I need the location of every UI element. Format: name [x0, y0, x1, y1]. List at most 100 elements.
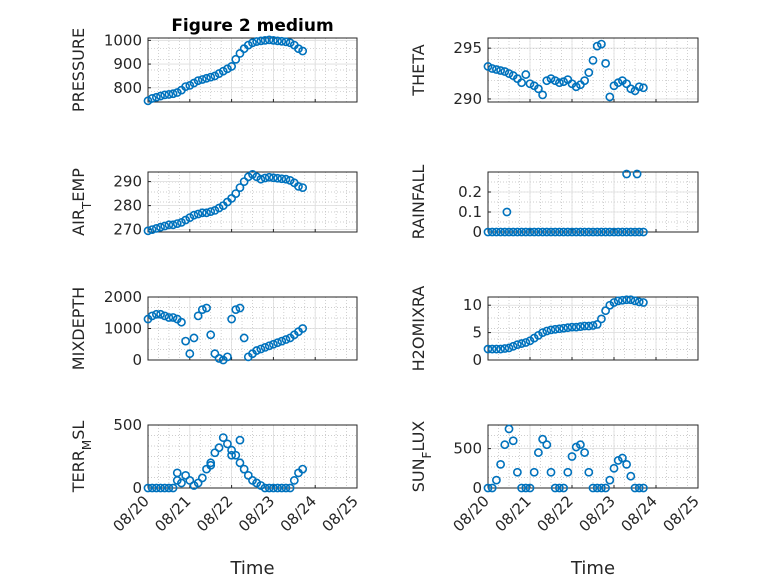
x-tick-label: 08/25: [319, 492, 362, 535]
data-point: [181, 336, 191, 346]
data-point: [588, 483, 598, 493]
y-tick-label: 280: [113, 197, 142, 215]
subplot-4: 0 1000 2000 MIXDEPTH: [69, 287, 358, 370]
data-point: [605, 92, 615, 102]
data-point: [143, 483, 153, 493]
data-point: [504, 69, 514, 78]
data-point: [147, 483, 157, 493]
axes-box: [147, 171, 358, 233]
data-point: [151, 483, 161, 493]
data-point: [227, 445, 236, 455]
data-point: [248, 38, 257, 48]
data-point: [502, 207, 512, 217]
data-point: [264, 172, 274, 182]
data-point: [256, 344, 266, 354]
data-point: [592, 483, 602, 493]
data-point: [185, 476, 195, 485]
data-point: [218, 433, 228, 442]
data-point: [496, 459, 505, 469]
data-point: [491, 344, 501, 354]
data-point: [521, 338, 531, 347]
data-point: [168, 313, 178, 322]
data-point: [156, 91, 165, 101]
y-axis-label: PRESSURE: [69, 28, 88, 112]
data-point: [164, 90, 174, 99]
data-point: [277, 483, 287, 493]
data-point: [622, 79, 631, 89]
data-point: [164, 313, 174, 322]
data-point: [210, 448, 220, 458]
data-point: [504, 343, 514, 353]
data-point: [580, 76, 589, 86]
data-point: [597, 483, 606, 493]
data-point: [193, 311, 203, 321]
data-point: [580, 227, 589, 237]
data-point: [487, 483, 497, 493]
data-point: [618, 453, 627, 463]
data-point: [559, 483, 568, 493]
data-point: [281, 174, 291, 184]
data-point: [508, 436, 518, 446]
data-point: [147, 311, 157, 321]
data-point: [500, 344, 510, 353]
data-point: [268, 173, 278, 183]
y-tick-label: 500: [113, 416, 142, 434]
data-point: [197, 473, 207, 483]
x-axis-label: Time: [229, 558, 274, 579]
subplot-2: 270 280 290 AIRTEMP: [69, 168, 358, 239]
data-point: [496, 227, 505, 237]
data-point: [160, 483, 170, 493]
y-axis-label: AIRTEMP: [69, 168, 94, 236]
data-point: [264, 483, 274, 493]
data-point: [571, 322, 581, 332]
data-point: [500, 67, 510, 76]
data-point: [252, 37, 262, 46]
data-point: [285, 483, 295, 493]
data-point: [227, 314, 236, 324]
data-point: [550, 483, 560, 493]
data-point: [277, 174, 287, 184]
data-point: [517, 78, 526, 88]
y-tick-label: 5: [472, 324, 482, 342]
data-point: [168, 483, 178, 493]
data-point: [542, 326, 552, 336]
axes-box: [147, 37, 358, 103]
y-tick-label: 10: [463, 296, 482, 314]
data-point: [206, 72, 216, 82]
data-point: [630, 483, 640, 493]
data-point: [156, 483, 165, 493]
data-point: [525, 227, 535, 237]
data-point: [206, 207, 216, 216]
axes-box: [487, 296, 699, 361]
data-point: [622, 169, 631, 179]
y-tick-label: 0: [132, 479, 142, 497]
subplot-0: 800 900 1000 PRESSURE Figure 2 medium: [69, 16, 358, 112]
x-tick-label: 08/24: [618, 492, 661, 535]
data-point: [584, 321, 594, 331]
data-point: [534, 448, 543, 457]
data-point: [156, 222, 165, 232]
data-point: [525, 483, 535, 493]
data-point: [592, 41, 602, 51]
data-point: [555, 324, 564, 334]
data-point: [214, 443, 224, 453]
data-point: [546, 467, 556, 477]
data-point: [597, 39, 606, 49]
x-tick-label: 08/21: [492, 492, 535, 535]
data-point: [483, 344, 493, 354]
y-tick-label: 0: [472, 223, 482, 241]
data-point: [264, 35, 274, 45]
data-point: [273, 338, 282, 348]
data-point: [571, 82, 581, 92]
data-point: [601, 227, 610, 237]
data-point: [584, 68, 594, 77]
data-point: [588, 227, 598, 237]
y-axis-label: RAINFALL: [409, 165, 428, 240]
y-tick-label: 0.2: [458, 183, 482, 201]
data-point: [517, 483, 526, 493]
data-point: [172, 476, 182, 485]
data-point: [281, 37, 291, 47]
data-point: [206, 330, 216, 340]
data-point: [613, 296, 623, 306]
x-tick-label: 08/22: [193, 492, 236, 535]
